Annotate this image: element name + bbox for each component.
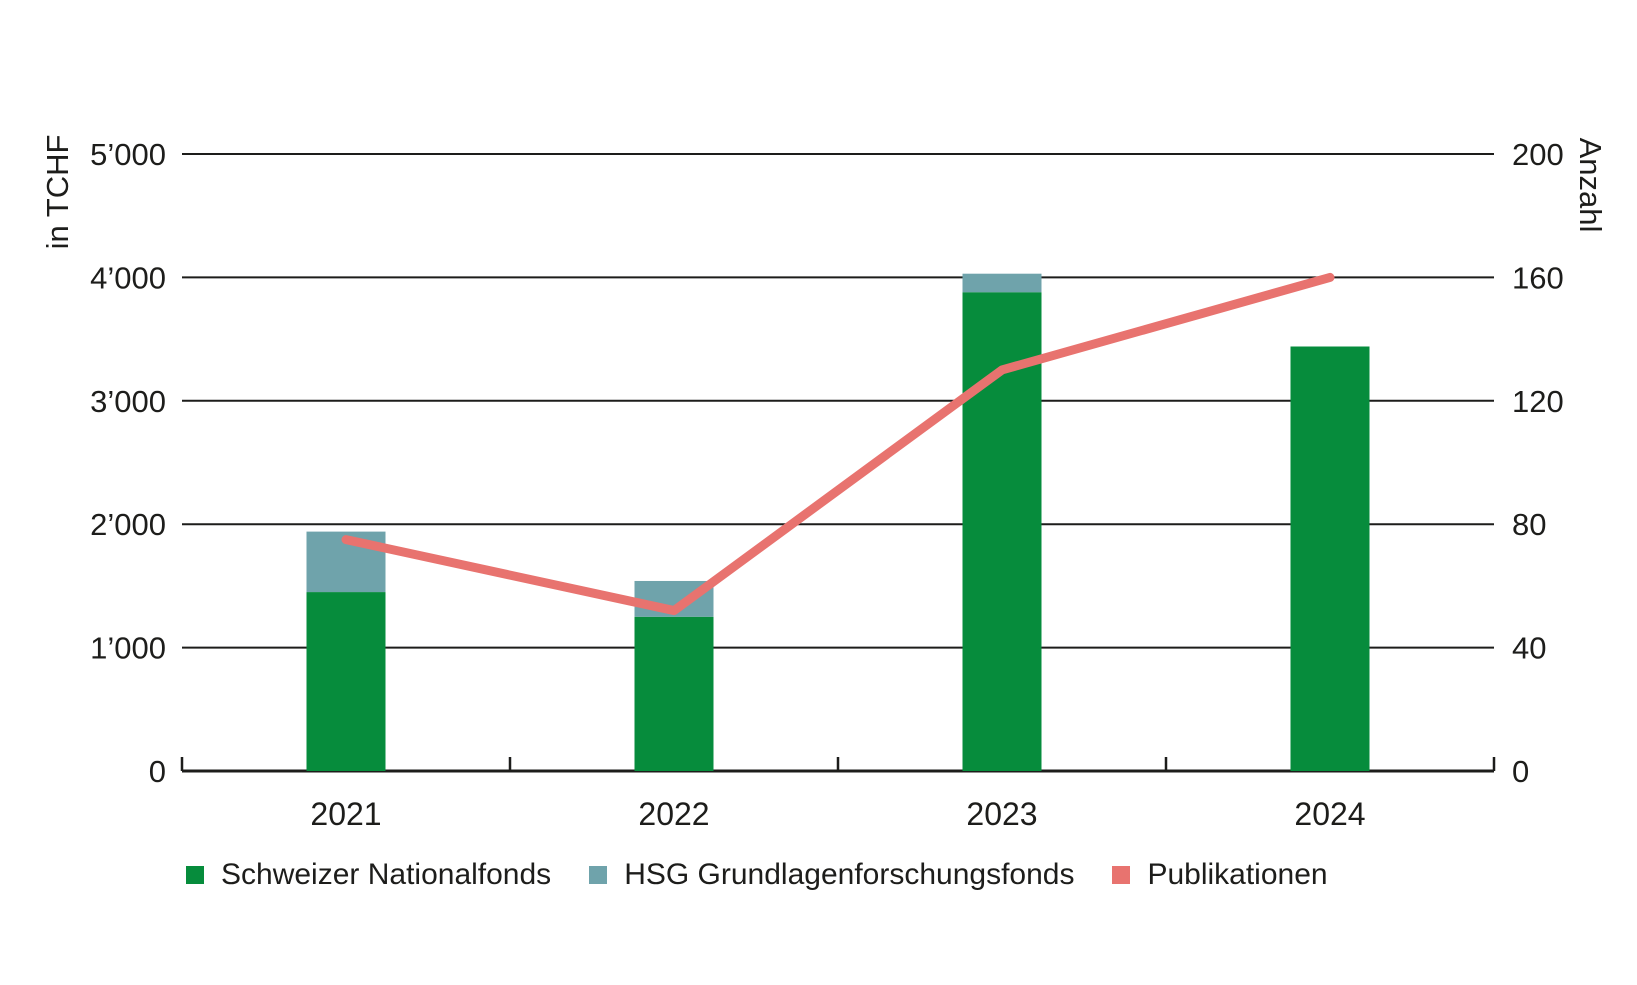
left-axis-tick-label: 3’000 — [90, 384, 166, 419]
bar-schweizer-nationalfonds-2021 — [306, 592, 386, 771]
left-axis-tick-label: 0 — [149, 754, 166, 789]
right-axis-tick-label: 160 — [1512, 260, 1564, 295]
left-axis-tick-label: 5’000 — [90, 137, 166, 172]
legend-label: Publikationen — [1147, 858, 1328, 891]
hsg-swatch-icon — [589, 866, 608, 884]
left-axis-tick-label: 4’000 — [90, 260, 166, 295]
right-axis-title-text: Anzahl — [1573, 137, 1608, 233]
right-axis-tick-label: 200 — [1512, 137, 1564, 172]
legend-item-publikationen: Publikationen — [1112, 858, 1328, 892]
legend-item-schweizer-nationalfonds: Schweizer Nationalfonds — [186, 858, 551, 892]
left-axis-title-text: in TCHF — [40, 134, 75, 250]
x-axis-category-label: 2023 — [966, 796, 1037, 832]
x-axis-category-label: 2022 — [638, 796, 709, 832]
right-axis-tick-label: 120 — [1512, 384, 1564, 419]
legend: Schweizer Nationalfonds HSG Grundlagenfo… — [186, 858, 1328, 892]
publikationen-swatch-icon — [1112, 866, 1131, 884]
right-axis-title: Anzahl — [1573, 138, 1637, 233]
legend-label: Schweizer Nationalfonds — [221, 858, 552, 891]
right-axis-tick-label: 40 — [1512, 631, 1546, 666]
left-axis-title: in TCHF — [40, 135, 173, 250]
publikationen-line — [341, 272, 1335, 616]
bar-hsg-grundlagenforschungsfonds-2023 — [962, 273, 1042, 293]
bar-schweizer-nationalfonds-2024 — [1290, 346, 1370, 771]
right-axis-tick-label: 80 — [1512, 507, 1546, 542]
snf-swatch-icon — [186, 866, 204, 884]
left-axis-tick-label: 2’000 — [90, 507, 166, 542]
x-axis-category-label: 2021 — [310, 796, 381, 832]
left-axis-tick-label: 1’000 — [90, 631, 166, 666]
legend-item-hsg-grundlagenforschungsfonds: HSG Grundlagenforschungsfonds — [589, 858, 1074, 892]
x-axis-category-label: 2024 — [1294, 796, 1365, 832]
legend-label: HSG Grundlagenforschungsfonds — [624, 858, 1075, 891]
bar-schweizer-nationalfonds-2022 — [634, 616, 714, 771]
right-axis-tick-label: 0 — [1512, 754, 1529, 789]
